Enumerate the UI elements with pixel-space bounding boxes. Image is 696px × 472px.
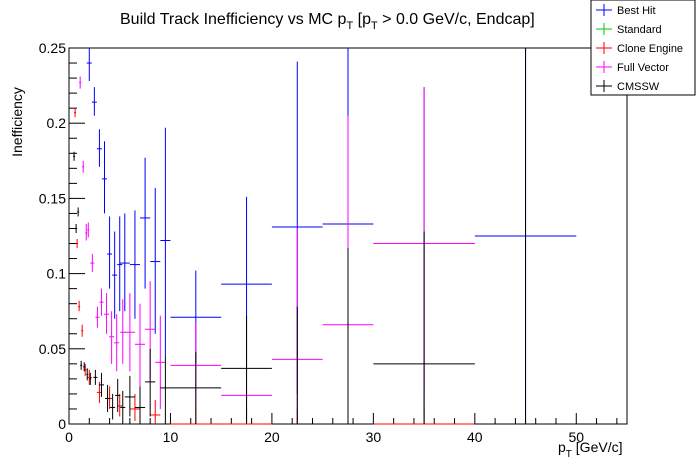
legend-entry: Best Hit: [596, 4, 656, 17]
y-axis-title: Inefficiency: [9, 87, 25, 157]
data-point: [134, 303, 146, 387]
data-point: [78, 300, 81, 312]
legend-label: Clone Engine: [617, 43, 683, 55]
data-point: [80, 360, 83, 370]
legend-entry: CMSSW: [596, 80, 660, 93]
data-point: [91, 87, 97, 116]
series-full-vector: [79, 76, 475, 424]
data-point: [115, 378, 121, 412]
data-point: [93, 369, 98, 385]
data-point: [90, 254, 95, 273]
legend-label: Full Vector: [617, 62, 669, 74]
legend-label: CMSSW: [617, 81, 660, 93]
data-point: [120, 299, 126, 364]
y-tick-label: 0.1: [47, 266, 67, 282]
data-point: [95, 306, 100, 328]
data-point: [105, 384, 111, 412]
data-point: [83, 362, 86, 372]
x-tick-label: 30: [366, 429, 382, 445]
data-point: [117, 216, 123, 312]
data-point: [74, 108, 77, 118]
legend: Best Hit Standard Clone Engine Full Vector C…: [590, 0, 696, 96]
data-point: [79, 76, 82, 89]
legend-label: Best Hit: [617, 5, 656, 17]
axes: 0 10 20 30 40 50 0 0.05 0.1 0.15 0.2 0.25: [39, 40, 618, 445]
data-point: [82, 160, 85, 173]
series-layer: [73, 48, 577, 425]
data-point: [76, 239, 79, 249]
data-point: [75, 223, 78, 233]
data-point: [85, 223, 88, 241]
x-tick-label: 10: [163, 429, 179, 445]
data-point: [145, 348, 156, 417]
data-point: [140, 157, 151, 289]
data-point: [77, 207, 80, 217]
data-point: [322, 248, 374, 425]
series-cmssw: [73, 48, 577, 425]
data-point: [129, 210, 141, 319]
data-point: [101, 141, 108, 214]
chart-title: Build Track Inefficiency vs MC pT [pT > …: [120, 11, 535, 32]
legend-entries: Best Hit Standard Clone Engine Full Vector C…: [596, 4, 683, 93]
x-tick-label: 40: [467, 429, 483, 445]
data-point: [96, 129, 102, 167]
y-tick-label: 0.2: [47, 115, 67, 131]
data-point: [112, 231, 118, 319]
data-point: [124, 293, 135, 372]
data-point: [150, 187, 161, 334]
data-point: [150, 399, 161, 424]
x-axis-title: pT [GeV/c]: [558, 439, 622, 460]
data-point: [104, 293, 110, 334]
data-point: [170, 351, 222, 424]
data-point: [155, 315, 166, 409]
data-point: [73, 151, 76, 161]
y-tick-label: 0: [58, 416, 66, 432]
data-point: [109, 311, 115, 364]
data-point: [86, 368, 89, 381]
x-tick-label: 0: [65, 429, 73, 445]
data-point: [86, 48, 92, 82]
data-point: [114, 314, 120, 372]
data-point: [160, 127, 171, 357]
data-point: [87, 222, 90, 238]
data-point: [474, 48, 577, 425]
y-tick-label: 0.05: [39, 341, 66, 357]
data-point: [271, 306, 323, 425]
data-point: [124, 375, 135, 417]
data-point: [110, 393, 116, 420]
legend-entry: Full Vector: [596, 61, 669, 74]
data-point: [99, 288, 104, 316]
data-point: [119, 213, 130, 312]
data-point: [120, 390, 126, 424]
data-point: [81, 324, 84, 337]
series-clone-engine: [74, 108, 475, 425]
data-point: [134, 386, 146, 424]
legend-entry: Standard: [596, 23, 662, 36]
legend-label: Standard: [617, 24, 662, 36]
legend-entry: Clone Engine: [596, 42, 683, 55]
data-point: [89, 372, 92, 385]
y-tick-label: 0.25: [39, 40, 66, 56]
data-point: [98, 372, 105, 397]
data-point: [160, 356, 171, 424]
x-tick-label: 20: [264, 429, 280, 445]
data-point: [221, 315, 272, 424]
x-tick-label: 50: [568, 429, 584, 445]
data-point: [373, 231, 475, 424]
y-tick-label: 0.15: [39, 190, 66, 206]
data-point: [107, 216, 113, 289]
